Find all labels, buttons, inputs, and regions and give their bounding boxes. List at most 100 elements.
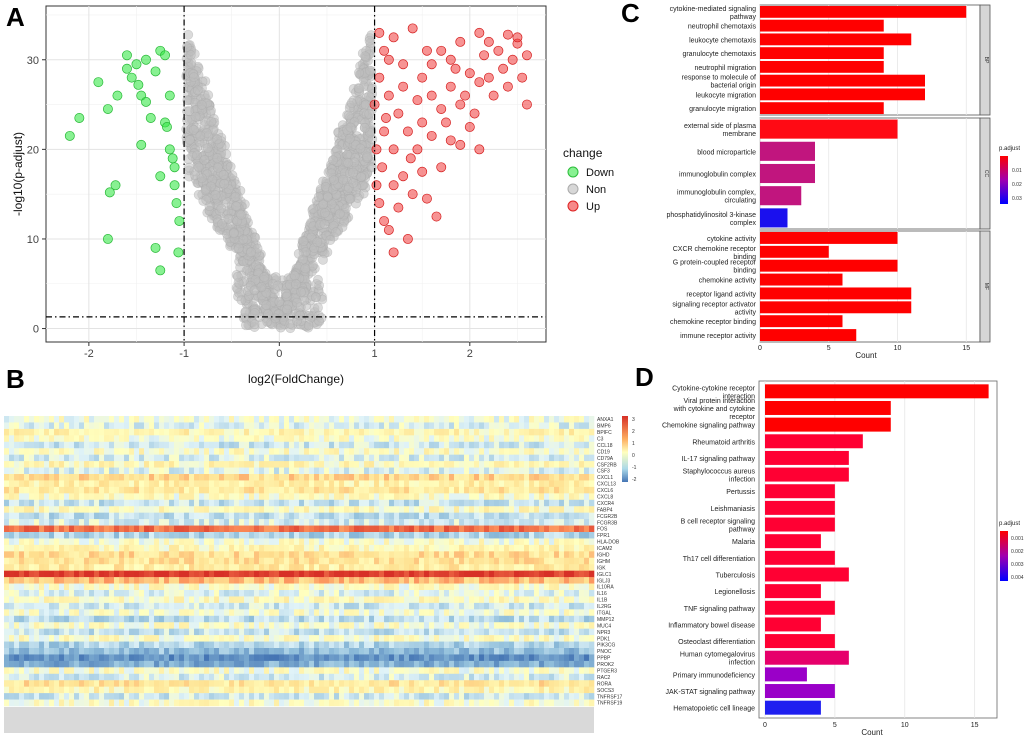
heatmap-cell (59, 448, 65, 455)
heatmap-cell (344, 467, 350, 475)
heatmap-cell (554, 435, 560, 443)
heatmap-cell (334, 441, 340, 449)
heatmap-cell (94, 480, 100, 488)
heatmap-cell (414, 538, 420, 546)
heatmap-cell (209, 422, 215, 430)
heatmap-cell (104, 435, 110, 443)
volcano-point-up (455, 139, 466, 150)
heatmap-cell (39, 512, 45, 520)
heatmap-cell (34, 416, 40, 423)
heatmap-cell (129, 525, 135, 533)
heatmap-cell (19, 532, 25, 539)
heatmap-cell (479, 519, 485, 526)
heatmap-cell (9, 486, 15, 494)
heatmap-cell (454, 461, 460, 468)
heatmap-cell (194, 551, 200, 559)
heatmap-cell (149, 448, 155, 455)
heatmap-cell (349, 570, 355, 578)
heatmap-cell (404, 435, 410, 443)
heatmap-cell (589, 435, 595, 443)
heatmap-cell (244, 551, 250, 559)
heatmap-cell (119, 557, 125, 565)
heatmap-cell (339, 512, 345, 520)
heatmap-cell (504, 577, 510, 584)
heatmap-cell (129, 570, 135, 578)
heatmap-cell (269, 557, 275, 565)
heatmap-cell (559, 570, 565, 578)
volcano-x-tick-label: -2 (84, 348, 94, 360)
heatmap-cell (539, 564, 545, 571)
heatmap-cell (499, 486, 505, 494)
heatmap-cell (254, 486, 260, 494)
heatmap-cell (489, 480, 495, 488)
heatmap-cell (174, 544, 180, 552)
heatmap-cell (529, 448, 535, 455)
heatmap-cell (264, 493, 270, 501)
heatmap-cell (469, 544, 475, 552)
heatmap-cell (229, 557, 235, 565)
heatmap-cell (484, 422, 490, 430)
heatmap-cell (349, 454, 355, 462)
heatmap-cell (519, 544, 525, 552)
heatmap-cell (149, 525, 155, 533)
heatmap-cell (184, 435, 190, 443)
heatmap-cell (109, 532, 115, 539)
heatmap-cell (234, 480, 240, 488)
heatmap-cell (194, 544, 200, 552)
heatmap-cell (44, 525, 50, 533)
heatmap-cell (474, 499, 480, 507)
heatmap-cell (574, 467, 580, 475)
heatmap-cell (339, 435, 345, 443)
heatmap-cell (189, 467, 195, 475)
heatmap-cell (179, 499, 185, 507)
volcano-point-up (488, 90, 499, 101)
heatmap-cell (214, 544, 220, 552)
heatmap-cell (254, 467, 260, 475)
heatmap-cell (314, 551, 320, 559)
heatmap-cell (499, 448, 505, 455)
heatmap-cell (69, 532, 75, 539)
heatmap-cell (549, 441, 555, 449)
heatmap-cell (164, 474, 170, 481)
heatmap-cell (229, 583, 235, 591)
heatmap-cell (284, 435, 290, 443)
heatmap-cell (104, 564, 110, 571)
heatmap-cell (389, 428, 395, 436)
heatmap-cell (79, 583, 85, 591)
heatmap-cell (319, 428, 325, 436)
heatmap-cell (464, 422, 470, 430)
heatmap-row (4, 544, 595, 552)
heatmap-cell (29, 519, 35, 526)
heatmap-cell (309, 557, 315, 565)
heatmap-row (4, 454, 595, 462)
heatmap-cell (204, 564, 210, 571)
heatmap-cell (274, 480, 280, 488)
heatmap-cell (449, 564, 455, 571)
heatmap-cell (294, 519, 300, 526)
heatmap-cell (489, 428, 495, 436)
heatmap-cell (334, 428, 340, 436)
heatmap-cell (229, 448, 235, 455)
heatmap-cell (219, 499, 225, 507)
heatmap-cell (244, 544, 250, 552)
heatmap-cell (519, 486, 525, 494)
heatmap-cell (19, 538, 25, 546)
heatmap-cell (289, 493, 295, 501)
heatmap-cell (249, 525, 255, 533)
heatmap-cell (424, 577, 430, 584)
heatmap-cell (44, 467, 50, 475)
volcano-point-up (455, 36, 466, 47)
heatmap-cell (404, 525, 410, 533)
heatmap-cell (389, 570, 395, 578)
heatmap-cell (364, 486, 370, 494)
heatmap-cell (4, 428, 10, 436)
heatmap-cell (449, 538, 455, 546)
heatmap-cell (159, 551, 165, 559)
heatmap-cell (509, 480, 515, 488)
heatmap-cell (74, 557, 80, 565)
heatmap-cell (334, 519, 340, 526)
heatmap-cell (499, 435, 505, 443)
heatmap-cell (369, 474, 375, 481)
heatmap-cell (144, 422, 150, 430)
heatmap-cell (584, 538, 590, 546)
